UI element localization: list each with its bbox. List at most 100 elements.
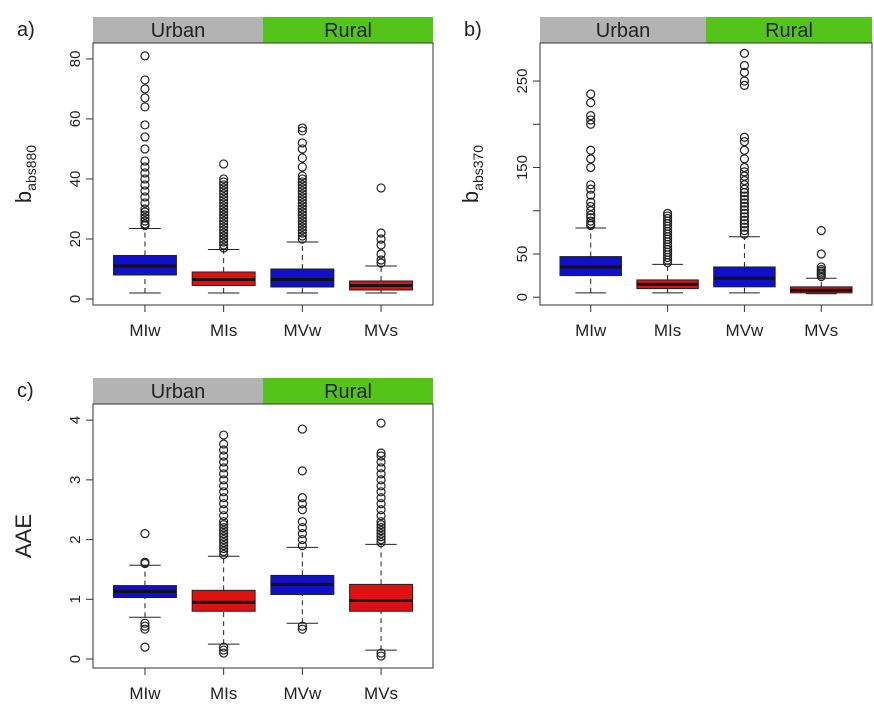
outlier <box>816 264 826 275</box>
outlier <box>219 546 229 557</box>
strip-label: Urban <box>151 381 205 403</box>
outlier <box>219 487 229 497</box>
outlier <box>376 234 386 244</box>
outlier <box>297 499 307 509</box>
outlier <box>586 206 596 216</box>
outlier <box>297 192 307 202</box>
outlier <box>219 540 229 551</box>
outlier <box>376 183 386 193</box>
outlier <box>140 618 150 628</box>
outlier <box>219 493 229 503</box>
outlier <box>140 219 150 229</box>
outlier <box>219 469 229 479</box>
outlier <box>219 174 229 184</box>
outlier <box>219 499 229 509</box>
outlier <box>376 463 386 473</box>
outlier <box>219 243 229 253</box>
outlier <box>140 156 150 166</box>
outlier <box>297 234 307 244</box>
outlier <box>586 98 596 108</box>
outlier <box>219 523 229 533</box>
outlier <box>376 534 386 545</box>
outlier <box>376 517 386 527</box>
outlier <box>219 231 229 241</box>
outlier <box>739 229 750 239</box>
strip-label: Rural <box>324 20 372 42</box>
outlier <box>219 216 229 226</box>
x-tick-label: MVs <box>364 321 398 340</box>
outlier <box>140 180 150 190</box>
outlier <box>376 651 386 661</box>
outlier <box>739 198 750 208</box>
outlier <box>586 219 596 229</box>
outlier <box>816 262 826 272</box>
outlier <box>219 463 229 473</box>
outlier <box>219 222 229 232</box>
outlier <box>586 216 596 226</box>
panel-label: b) <box>464 19 482 41</box>
outlier <box>739 132 750 142</box>
outlier <box>219 457 229 467</box>
outlier <box>219 177 229 187</box>
outlier <box>816 226 826 236</box>
outlier <box>297 162 307 172</box>
outlier <box>219 648 229 658</box>
x-tick-label: MIs <box>210 684 237 703</box>
outlier <box>297 534 307 545</box>
outlier <box>662 211 673 221</box>
outlier <box>586 190 596 200</box>
outlier <box>140 213 150 223</box>
x-tick-label: MVw <box>283 684 322 703</box>
outlier <box>140 162 150 172</box>
outlier <box>297 138 307 148</box>
outlier <box>297 523 307 533</box>
outlier <box>376 448 386 458</box>
outlier <box>739 60 750 71</box>
outlier <box>586 180 596 190</box>
y-axis-label-main: b <box>458 191 483 203</box>
outlier <box>219 225 229 235</box>
outlier <box>297 126 307 136</box>
outlier <box>219 475 229 485</box>
y-axis-label-main: AAE <box>11 514 36 558</box>
outlier <box>219 481 229 491</box>
outlier <box>140 216 150 226</box>
plot-frame <box>539 42 873 306</box>
x-tick-label: MIw <box>129 684 161 703</box>
outlier <box>297 517 307 527</box>
outlier <box>376 505 386 515</box>
outlier <box>297 186 307 196</box>
outlier <box>140 186 150 196</box>
outlier <box>219 451 229 461</box>
outlier <box>297 216 307 226</box>
panel: Urban Rural c) AAE 0 1 2 3 4 MIw MIs MVw MVs <box>11 378 434 703</box>
outlier <box>219 192 229 202</box>
outlier <box>140 192 150 202</box>
outlier <box>586 89 596 99</box>
outlier <box>586 111 596 121</box>
outlier <box>376 487 386 497</box>
outlier <box>376 469 386 479</box>
outlier <box>297 198 307 208</box>
outlier <box>739 167 750 177</box>
outlier <box>586 119 596 129</box>
outlier <box>140 132 150 142</box>
outlier <box>140 621 150 631</box>
outlier <box>219 213 229 223</box>
strip <box>540 17 706 43</box>
x-tick-label: MIw <box>575 321 607 340</box>
outlier <box>376 526 386 536</box>
outlier <box>219 645 229 655</box>
outlier <box>376 499 386 509</box>
outlier <box>219 228 229 238</box>
outlier <box>376 523 386 533</box>
panel: Urban Rural b) babs370 0 50 150 250 MIw MIs MVw MVs <box>458 17 873 340</box>
outlier <box>739 205 750 215</box>
outlier <box>219 642 229 652</box>
y-tick-label: 150 <box>514 155 531 180</box>
y-tick-label: 1 <box>67 595 84 603</box>
outlier <box>219 531 229 542</box>
outlier <box>297 219 307 229</box>
outlier <box>297 123 307 133</box>
